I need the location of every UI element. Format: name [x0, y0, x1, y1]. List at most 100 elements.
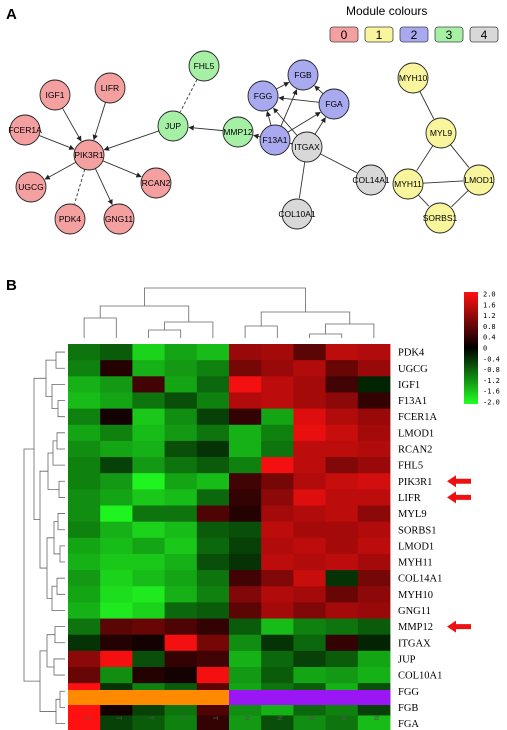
heatmap-cell [357, 408, 391, 426]
gene-label: PDK4 [398, 348, 425, 359]
heatmap-cell [100, 586, 133, 603]
network-edge [103, 130, 159, 151]
heatmap-cell [293, 376, 326, 393]
heatmap-cells [68, 344, 391, 730]
network-node: JUP [157, 110, 189, 142]
heatmap-cell [68, 505, 101, 523]
network-node-label: MYL9 [430, 128, 452, 138]
color-scale-tick: -1.6 [483, 388, 500, 396]
heatmap-cell [100, 392, 133, 409]
network-node-label: MYH10 [399, 73, 428, 83]
heatmap-cell [68, 715, 101, 730]
gene-label: COL14A1 [398, 574, 442, 585]
heatmap-cell [68, 667, 101, 684]
heatmap-cell [164, 650, 198, 668]
heatmap-cell [100, 553, 133, 571]
row-dendrogram-link [45, 359, 56, 397]
heatmap-cell [164, 618, 198, 636]
network-node-circle [463, 164, 495, 196]
row-dendrogram-link [56, 577, 65, 595]
heatmap-cell [229, 505, 262, 523]
heatmap-cell [164, 489, 198, 506]
heatmap-cell [325, 440, 359, 458]
heatmap-cell [132, 440, 165, 458]
heatmap-cell [229, 553, 262, 571]
heatmap-cell [164, 424, 198, 442]
heatmap-cell [164, 505, 198, 523]
network-node-label: MYH11 [394, 179, 422, 189]
heatmap-cell [164, 392, 198, 409]
sample-label: N [372, 716, 380, 720]
group-bar-cell [325, 690, 359, 705]
heatmap-cell [229, 650, 262, 668]
gene-label: FGB [398, 703, 418, 714]
network-node-label: COL14A1 [352, 175, 390, 185]
heatmap-cell [68, 376, 101, 393]
heatmap-cell [164, 553, 198, 571]
column-dendrogram-link [99, 305, 190, 322]
heatmap-cell [68, 392, 101, 409]
heatmap-cell [261, 715, 294, 730]
network-edge [314, 85, 324, 95]
highlight-arrow-icon [447, 475, 471, 488]
gene-label: LMOD1 [398, 541, 434, 552]
heatmap-cell [100, 650, 133, 668]
heatmap-cell [261, 618, 294, 636]
heatmap-cell [229, 360, 262, 377]
network-node: COL10A1 [278, 198, 316, 230]
column-dendrogram-link [144, 287, 306, 312]
panel-b-label: B [6, 277, 17, 294]
heatmap-cell [261, 440, 294, 458]
network-node: FGB [287, 59, 319, 91]
network-node-label: GNG11 [105, 214, 133, 224]
color-scale-tick: -1.2 [483, 377, 500, 385]
gene-label: PIK3R1 [398, 477, 432, 488]
network-edge [38, 135, 75, 150]
network-node-circle [103, 203, 135, 235]
network-node: MYH11 [392, 168, 424, 200]
heatmap-cell [325, 505, 359, 523]
sample-label: T [114, 716, 122, 721]
legend-swatch-label: 3 [446, 28, 453, 42]
network-node-circle [397, 62, 429, 94]
color-scale-ticks: 2.0 1.6 1.2 0.8 0.4 0 -0.4 -0.8 -1.2 -1.6 -2.0 [483, 291, 500, 407]
network-node-circle [222, 116, 254, 148]
color-scale-tick: -0.8 [483, 366, 500, 374]
heatmap-cell [68, 408, 101, 426]
network-node-label: COL10A1 [278, 209, 316, 219]
heatmap-cell [325, 553, 359, 571]
heatmap-cell [132, 424, 165, 442]
gene-label: UGCG [398, 364, 428, 375]
row-dendrogram [23, 351, 65, 724]
group-bar-cell [261, 690, 294, 705]
heatmap-cell [357, 634, 391, 652]
network-node-circle [318, 88, 350, 120]
color-scale-tick: -2.0 [483, 399, 500, 407]
gene-label: MYL9 [398, 509, 427, 520]
heatmap-cell [164, 634, 198, 652]
heatmap-cell [100, 376, 133, 393]
heatmap-cell [100, 505, 133, 523]
network-node: MYH10 [397, 62, 429, 94]
heatmap-cell [261, 344, 294, 361]
legend-swatch-label: 4 [481, 28, 488, 42]
heatmap-cell [229, 344, 262, 361]
heatmap-cell [196, 505, 230, 523]
heatmap-cell [293, 489, 326, 506]
heatmap-cell [196, 408, 230, 426]
network-node-circle [140, 167, 172, 199]
highlight-arrow-icon [447, 491, 471, 504]
sample-label: T [147, 716, 155, 721]
network-node: LMOD1 [463, 164, 495, 196]
heatmap-cell [325, 408, 359, 426]
network-edge [278, 95, 320, 103]
row-dendrogram-link [59, 690, 65, 708]
color-scale-tick: 0 [483, 345, 487, 353]
gene-label: JUP [398, 654, 416, 665]
gene-label: ITGAX [398, 638, 431, 649]
heatmap-cell [68, 457, 101, 474]
heatmap-cell [357, 376, 391, 393]
network-edge [273, 107, 298, 136]
network-node-label: FGG [254, 91, 272, 101]
heatmap-cell [261, 408, 294, 426]
